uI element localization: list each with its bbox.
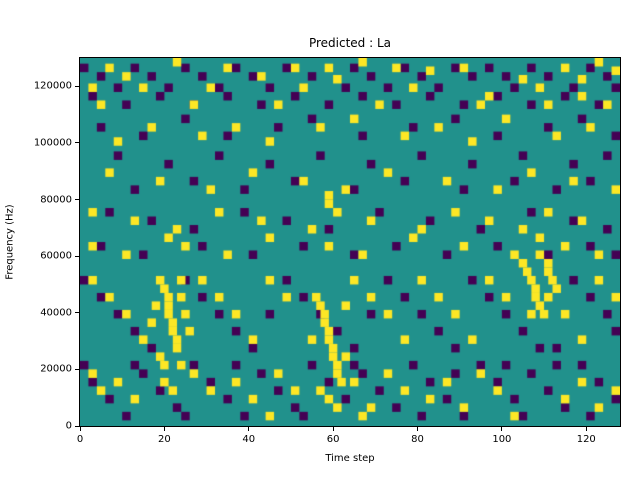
x-tick-mark [501, 427, 503, 431]
x-tick-label: 20 [158, 434, 171, 445]
y-tick-mark [75, 142, 79, 144]
x-tick-mark [163, 427, 165, 431]
x-axis-label: Time step [325, 453, 375, 464]
x-tick-mark [248, 427, 250, 431]
y-tick-mark [75, 368, 79, 370]
y-tick-label: 0 [65, 420, 72, 432]
x-tick-mark [332, 427, 334, 431]
x-tick-mark [585, 427, 587, 431]
heatmap-canvas [80, 58, 620, 426]
y-tick-label: 120000 [33, 80, 72, 92]
x-tick-label: 100 [492, 434, 512, 445]
y-tick-label: 60000 [40, 250, 72, 262]
plot-area [79, 57, 621, 427]
y-tick-mark [75, 425, 79, 427]
x-tick-label: 120 [576, 434, 596, 445]
y-axis-label: Frequency (Hz) [4, 204, 16, 280]
x-tick-label: 80 [411, 434, 424, 445]
x-tick-label: 40 [242, 434, 256, 445]
y-tick-mark [75, 312, 79, 314]
x-tick-label: 60 [326, 434, 340, 445]
y-tick-label: 20000 [40, 363, 72, 375]
x-tick-mark [417, 427, 418, 431]
y-tick-label: 100000 [33, 137, 72, 149]
x-tick-mark [79, 427, 81, 431]
y-tick-mark [75, 199, 79, 201]
y-tick-label: 80000 [40, 194, 72, 206]
chart-title: Predicted : La [308, 36, 392, 50]
y-tick-label: 40000 [40, 307, 72, 319]
x-tick-label: 0 [76, 434, 84, 445]
y-tick-mark [75, 255, 79, 257]
y-tick-mark [75, 85, 79, 87]
